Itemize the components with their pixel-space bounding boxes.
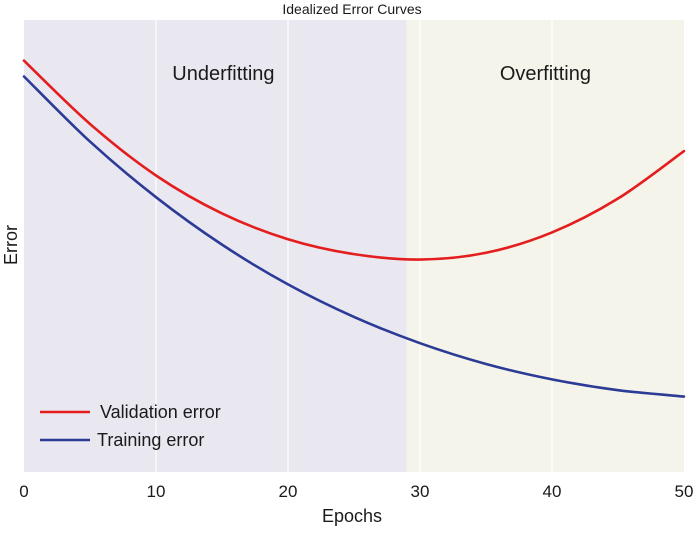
region-label-overfitting: Overfitting xyxy=(500,63,591,85)
series-line-training xyxy=(22,75,686,398)
x-axis-label: Epochs xyxy=(322,506,382,526)
legend-label-training: Training error xyxy=(97,430,204,450)
region-band-overfitting xyxy=(406,20,684,472)
x-tick-label: 50 xyxy=(675,482,694,501)
x-tick-label: 0 xyxy=(19,482,28,501)
region-band-underfitting xyxy=(24,20,407,472)
x-tick-label: 10 xyxy=(147,482,166,501)
chart-title: Idealized Error Curves xyxy=(282,1,421,17)
series-line-validation xyxy=(22,59,686,261)
legend-label-validation: Validation error xyxy=(100,402,221,422)
region-label-underfitting: Underfitting xyxy=(172,63,274,85)
y-axis-label: Error xyxy=(1,225,21,265)
x-tick-label: 30 xyxy=(411,482,430,501)
x-tick-label: 20 xyxy=(279,482,298,501)
x-tick-label: 40 xyxy=(543,482,562,501)
